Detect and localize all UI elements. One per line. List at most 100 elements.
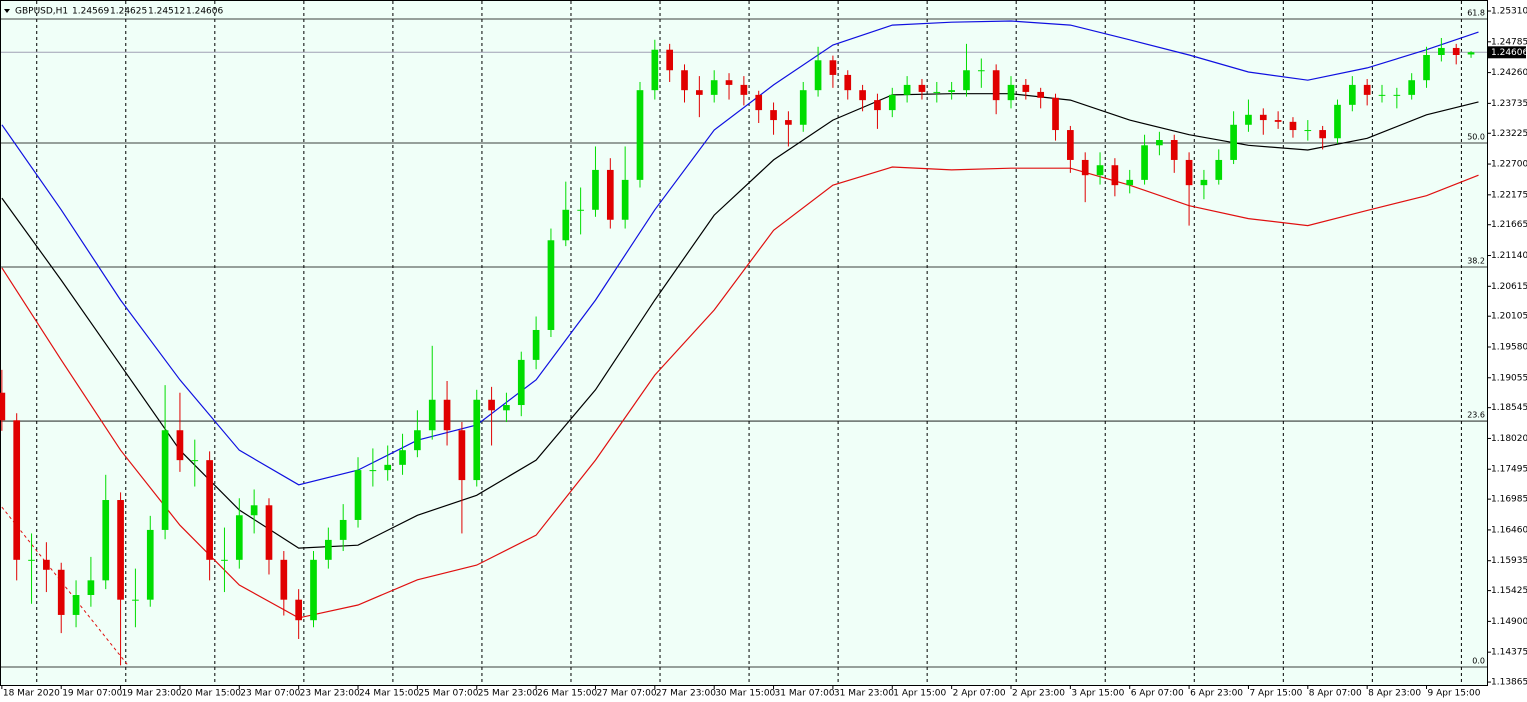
y-tick-label: 1.22700 bbox=[1491, 160, 1527, 170]
candle-body bbox=[606, 169, 614, 220]
x-tick-label: 7 Apr 15:00 bbox=[1249, 689, 1302, 699]
y-tick-label: 1.17495 bbox=[1491, 465, 1527, 475]
candle-body bbox=[369, 470, 377, 472]
candle-body bbox=[1408, 80, 1416, 95]
candle-body bbox=[903, 84, 911, 95]
fib-label: 50.0 bbox=[1467, 133, 1485, 142]
candle-body bbox=[696, 90, 703, 95]
candle-body bbox=[1037, 91, 1045, 98]
candle-body bbox=[72, 594, 80, 615]
axes: 1.25310 1.24785 1.24260 1.23735 1.23225 1.227… bbox=[1, 7, 1527, 699]
candle-body bbox=[1215, 159, 1223, 180]
x-tick-label: 19 Mar 07:00 bbox=[62, 689, 122, 699]
x-tick-label: 8 Apr 23:00 bbox=[1368, 689, 1421, 699]
fib-trendline bbox=[1, 506, 129, 666]
x-tick-label: 31 Mar 23:00 bbox=[834, 689, 894, 699]
candle-body bbox=[0, 392, 6, 421]
candle-body bbox=[1067, 130, 1074, 160]
candle-body bbox=[1200, 179, 1208, 186]
candle-body bbox=[948, 90, 955, 92]
candle-body bbox=[1111, 165, 1119, 186]
candle-body bbox=[473, 399, 481, 481]
candle-body bbox=[963, 70, 970, 91]
candle-body bbox=[1052, 97, 1059, 131]
fib-label: 23.6 bbox=[1467, 411, 1485, 420]
candle-body bbox=[1096, 165, 1104, 176]
candle-body bbox=[87, 580, 95, 595]
candle-body bbox=[1438, 47, 1445, 55]
y-tick-label: 1.24785 bbox=[1491, 37, 1527, 47]
candle-body bbox=[1363, 84, 1371, 95]
header-high: 1.24625 bbox=[110, 7, 147, 17]
x-tick-label: 3 Apr 15:00 bbox=[1071, 689, 1124, 699]
y-tick-label: 1.23225 bbox=[1491, 129, 1527, 139]
candle-body bbox=[874, 100, 881, 111]
candle-body bbox=[1378, 94, 1386, 96]
candle-body bbox=[458, 430, 466, 481]
candle-body bbox=[354, 470, 362, 520]
x-tick-label: 26 Mar 15:00 bbox=[537, 689, 597, 699]
plot-area bbox=[0, 0, 1488, 686]
candle-body bbox=[191, 460, 199, 462]
y-tick-label: 1.15935 bbox=[1491, 556, 1527, 566]
candle-body bbox=[1156, 140, 1163, 146]
candle-body bbox=[592, 169, 599, 210]
candle-body bbox=[1007, 84, 1015, 101]
candle-body bbox=[235, 515, 243, 560]
candle-body bbox=[1141, 145, 1148, 180]
candle-body bbox=[740, 84, 748, 95]
candle-body bbox=[132, 599, 139, 601]
candle-body bbox=[1423, 54, 1430, 81]
candle-body bbox=[1452, 47, 1460, 55]
header-close: 1.24606 bbox=[186, 7, 223, 17]
y-tick-label: 1.22175 bbox=[1491, 190, 1527, 200]
candle-body bbox=[814, 60, 822, 91]
candle-body bbox=[1022, 84, 1030, 92]
candle-body bbox=[933, 91, 941, 93]
candle-body bbox=[295, 599, 303, 621]
menu-arrow[interactable] bbox=[4, 9, 10, 13]
candle-body bbox=[666, 49, 674, 71]
x-tick-label: 23 Mar 23:00 bbox=[300, 689, 360, 699]
y-tick-label: 1.15425 bbox=[1491, 586, 1527, 596]
candle-body bbox=[1170, 140, 1178, 160]
candle-body bbox=[1274, 120, 1282, 122]
moving-average bbox=[1, 93, 1479, 549]
candle-body bbox=[770, 110, 777, 121]
x-tick-label: 27 Mar 07:00 bbox=[596, 689, 656, 699]
y-tick-label: 1.16460 bbox=[1491, 525, 1527, 535]
x-tick-label: 6 Apr 07:00 bbox=[1131, 689, 1184, 699]
candle-body bbox=[829, 60, 837, 75]
candle-body bbox=[399, 450, 406, 465]
candle-body bbox=[428, 399, 436, 431]
x-tick-label: 6 Apr 23:00 bbox=[1190, 689, 1243, 699]
candle-body bbox=[1126, 179, 1134, 186]
candle-body bbox=[918, 84, 926, 92]
header: GBPUSD,H1 1.24569 1.24625 1.24512 1.2460… bbox=[15, 7, 223, 17]
candle-body bbox=[102, 500, 110, 581]
grid: 61.8 50.0 38.2 23.6 0.0 bbox=[1, 1, 1487, 685]
price-tag-label: 1.24606 bbox=[1491, 48, 1527, 58]
candle-body bbox=[43, 559, 50, 570]
x-tick-label: 2 Apr 07:00 bbox=[953, 689, 1006, 699]
candle-body bbox=[1319, 130, 1326, 139]
candle-body bbox=[206, 460, 213, 560]
candle-body bbox=[755, 94, 763, 111]
candle-body bbox=[13, 420, 21, 560]
x-tick-label: 25 Mar 07:00 bbox=[418, 689, 478, 699]
fib-label: 0.0 bbox=[1472, 656, 1485, 665]
y-tick-label: 1.14375 bbox=[1491, 648, 1527, 658]
x-tick-label: 2 Apr 23:00 bbox=[1012, 689, 1065, 699]
candle-body bbox=[681, 70, 688, 91]
y-tick-label: 1.20105 bbox=[1491, 312, 1527, 322]
y-tick-label: 1.18020 bbox=[1491, 434, 1527, 444]
candle-body bbox=[384, 464, 392, 471]
candle-body bbox=[785, 120, 792, 125]
y-tick-label: 1.19580 bbox=[1491, 342, 1527, 352]
candle-body bbox=[992, 70, 1000, 101]
header-low: 1.24512 bbox=[148, 7, 185, 17]
x-tick-label: 1 Apr 15:00 bbox=[893, 689, 946, 699]
candle-body bbox=[517, 359, 525, 406]
candle-body bbox=[1348, 84, 1356, 105]
